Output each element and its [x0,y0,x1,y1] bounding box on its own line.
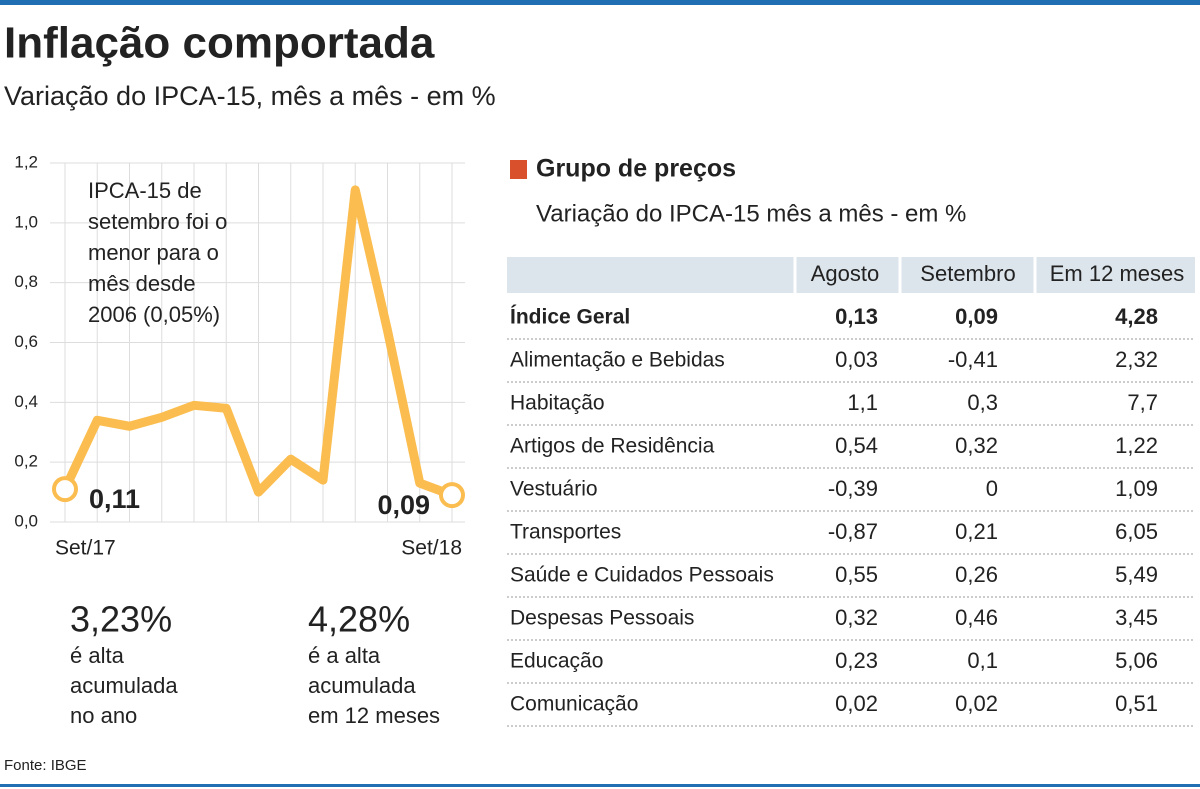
subtitle: Variação do IPCA-15, mês a mês - em % [4,81,496,111]
row-label: Despesas Pessoais [510,607,694,630]
cell: 0,46 [955,605,998,630]
annotation: IPCA-15 de [88,178,202,203]
cell: 0 [986,476,998,501]
cell: 0,13 [835,304,878,329]
bottom-rule [0,784,1200,787]
y-tick-label: 0,8 [14,272,38,291]
data-label: 0,09 [377,490,430,520]
column-header: Agosto [811,261,880,286]
row-label: Educação [510,650,603,673]
cell: 0,21 [955,519,998,544]
cell: 4,28 [1115,304,1158,329]
row-label: Alimentação e Bebidas [510,349,725,372]
cell: 3,45 [1115,605,1158,630]
row-label: Transportes [510,521,621,544]
cell: 0,03 [835,347,878,372]
row-label: Comunicação [510,693,638,716]
stat-text: acumulada [308,673,416,698]
annotation: mês desde [88,271,196,296]
stat-value: 3,23% [70,599,172,640]
end-point [52,476,78,503]
stat-text: acumulada [70,673,178,698]
cell: 0,09 [955,304,998,329]
cell: 0,02 [955,691,998,716]
cell: 0,55 [835,562,878,587]
y-tick-label: 1,2 [14,152,38,171]
row-label: Saúde e Cuidados Pessoais [510,564,774,587]
table-subtitle: Variação do IPCA-15 mês a mês - em % [536,200,966,227]
annotation: 2006 (0,05%) [88,302,220,327]
annotation: setembro foi o [88,209,227,234]
cell: 1,1 [847,390,878,415]
top-rule [0,0,1200,5]
cell: -0,39 [828,476,878,501]
cell: -0,41 [948,347,998,372]
stat-text: é a alta [308,643,381,668]
cell: 0,32 [955,433,998,458]
cell: -0,87 [828,519,878,544]
x-tick-label: Set/18 [401,537,462,560]
cell: 7,7 [1127,390,1158,415]
table-header-bg [507,257,1195,293]
cell: 0,23 [835,648,878,673]
cell: 6,05 [1115,519,1158,544]
cell: 0,02 [835,691,878,716]
stat-value: 4,28% [308,599,410,640]
y-tick-label: 0,6 [14,332,38,351]
annotation: menor para o [88,240,219,265]
cell: 0,1 [967,648,998,673]
column-header: Em 12 meses [1050,261,1185,286]
data-label: 0,11 [89,484,140,514]
row-label: Vestuário [510,478,598,501]
stat-text: no ano [70,703,137,728]
cell: 1,09 [1115,476,1158,501]
cell: 0,3 [967,390,998,415]
cell: 5,49 [1115,562,1158,587]
cell: 0,54 [835,433,878,458]
y-tick-label: 0,2 [14,452,38,471]
row-label: Índice Geral [510,306,630,329]
table-title: Grupo de preços [536,155,736,183]
y-tick-label: 1,0 [14,212,38,231]
row-label: Habitação [510,392,605,415]
cell: 0,51 [1115,691,1158,716]
source: Fonte: IBGE [4,757,87,774]
cell: 0,32 [835,605,878,630]
end-point [439,482,465,509]
column-header: Setembro [920,261,1015,286]
cell: 1,22 [1115,433,1158,458]
stat-text: em 12 meses [308,703,440,728]
row-label: Artigos de Residência [510,435,715,458]
title: Inflação comportada [4,19,435,68]
line [60,185,454,500]
x-tick-label: Set/17 [55,537,116,560]
stat-text: é alta [70,643,125,668]
section-marker [510,160,527,179]
cell: 2,32 [1115,347,1158,372]
cell: 5,06 [1115,648,1158,673]
cell: 0,26 [955,562,998,587]
y-tick-label: 0,4 [14,392,38,411]
y-tick-label: 0,0 [14,511,38,530]
